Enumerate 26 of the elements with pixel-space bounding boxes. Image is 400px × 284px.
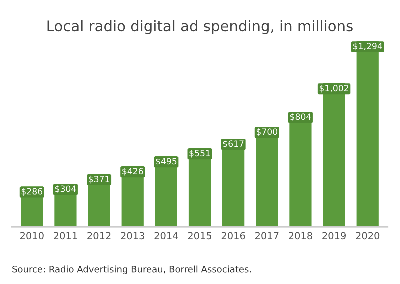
data-label: $426 bbox=[122, 168, 144, 176]
data-label: $1,002 bbox=[320, 84, 348, 93]
chart-title: Local radio digital ad spending, in millions bbox=[48, 20, 353, 34]
x-tick-label: 2018 bbox=[289, 232, 312, 240]
x-tick-label: 2016 bbox=[222, 232, 246, 240]
data-label: $804 bbox=[290, 113, 312, 122]
bar bbox=[355, 40, 380, 228]
x-tick-label: 2011 bbox=[54, 232, 78, 240]
data-label: $1,294 bbox=[354, 42, 382, 51]
x-tick-label: 2020 bbox=[356, 232, 380, 240]
source-note: Source: Radio Advertising Bureau, Borrell Associates. bbox=[12, 266, 252, 275]
bar bbox=[288, 110, 314, 228]
x-tick-label: 2013 bbox=[121, 232, 144, 240]
x-tick-label: 2014 bbox=[154, 232, 178, 240]
data-label: $371 bbox=[89, 176, 110, 184]
data-label: $495 bbox=[156, 158, 177, 166]
data-label: $286 bbox=[22, 188, 43, 196]
x-tick-label: 2010 bbox=[20, 232, 44, 240]
x-tick-label: 2012 bbox=[88, 232, 111, 240]
x-tick-label: 2015 bbox=[188, 232, 212, 240]
data-label: $304 bbox=[55, 186, 76, 194]
x-tick-label: 2019 bbox=[322, 232, 346, 240]
data-label: $617 bbox=[223, 140, 244, 148]
data-label: $700 bbox=[256, 128, 278, 136]
data-label: $551 bbox=[190, 150, 210, 158]
x-tick-label: 2017 bbox=[255, 232, 279, 240]
